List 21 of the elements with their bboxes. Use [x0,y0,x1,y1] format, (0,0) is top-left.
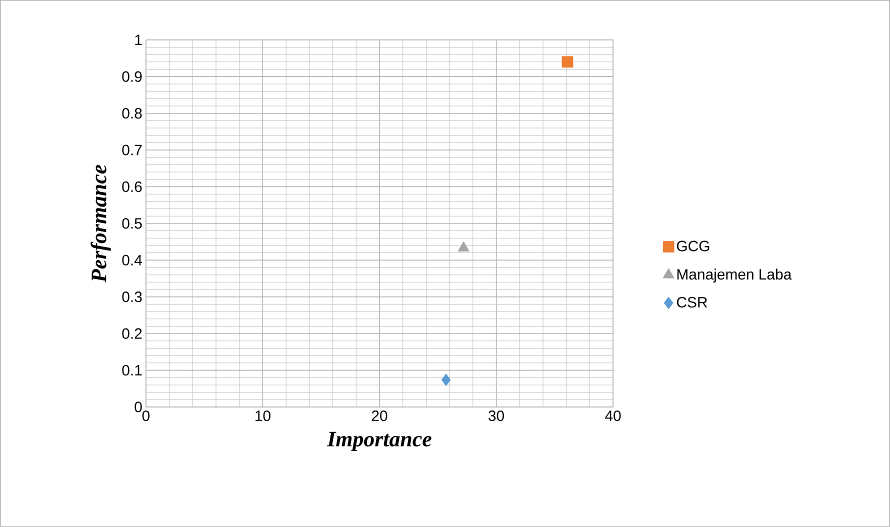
y-axis-title: Performance [90,164,111,283]
y-tick-label: 0.1 [122,365,142,376]
y-tick-label: 0.8 [122,108,142,119]
y-tick-label: 0.3 [122,292,142,302]
legend-label: Manajemen Laba [677,268,792,283]
legend-label: CSR [676,297,708,308]
legend-label: GCG [676,240,710,252]
x-tick-label: 20 [372,410,388,422]
x-tick-label: 10 [256,410,270,422]
y-tick-label: 0 [134,402,142,412]
x-tick-label: 30 [488,410,504,422]
y-tick-label: 0.9 [122,71,142,82]
y-tick-label: 1 [135,34,142,46]
y-tick-label: 0.4 [122,254,142,266]
y-tick-label: 0.2 [122,328,142,339]
y-tick-label: 0.7 [122,144,142,156]
y-tick-label: 0.5 [122,218,142,229]
x-tick-label: 40 [605,410,621,422]
x-tick-label: 0 [142,410,150,422]
y-tick-label: 0.6 [122,181,142,192]
x-axis-title: Importance [326,432,432,451]
